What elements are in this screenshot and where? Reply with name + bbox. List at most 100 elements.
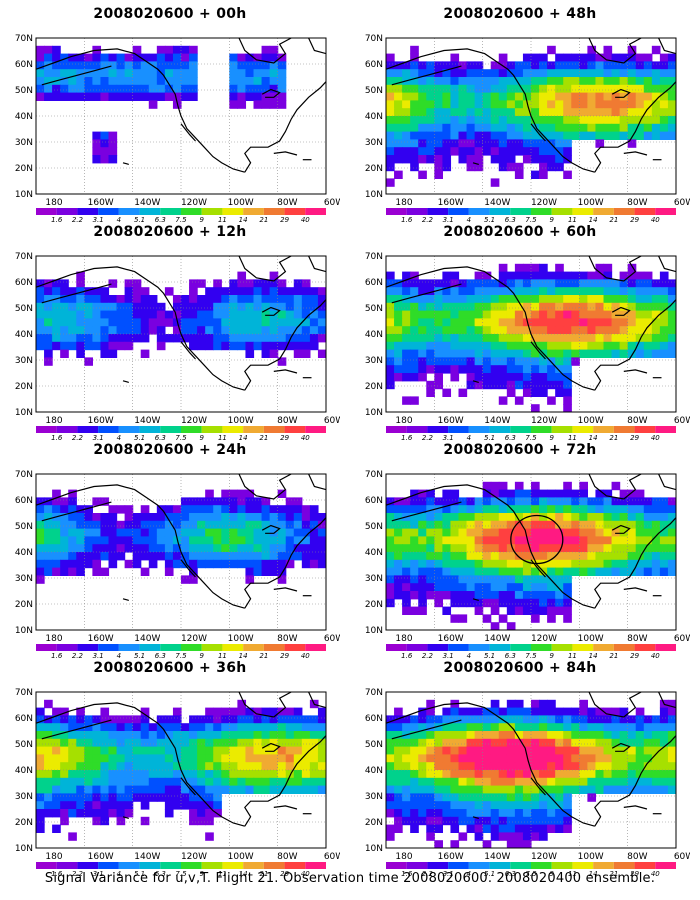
lat-tick-label: 50N <box>15 86 33 96</box>
colorbar-swatch <box>386 208 407 215</box>
colorbar-swatch <box>118 644 140 651</box>
colorbar-swatch <box>263 644 285 651</box>
lon-tick-label: 160W <box>88 634 114 644</box>
lat-tick-label: 60N <box>15 60 33 70</box>
colorbar-label: 40 <box>651 216 660 224</box>
colorbar-swatch <box>160 426 181 433</box>
lat-tick-label: 20N <box>365 382 383 392</box>
lat-tick-label: 20N <box>365 600 383 610</box>
colorbar-label: 6.3 <box>505 216 516 224</box>
colorbar-label: 29 <box>630 870 639 878</box>
colorbar-label: 3.1 <box>443 652 454 660</box>
lon-tick-label: 120W <box>531 634 557 644</box>
colorbar-swatch <box>56 862 78 869</box>
colorbar-swatch <box>655 644 676 651</box>
map-panel: 2008020600 + 24h 70N 60N 50N 40N 30N 20N 10N 180… <box>0 442 340 660</box>
coastlines <box>386 256 676 391</box>
colorbar-label: 6.3 <box>155 216 166 224</box>
colorbar-swatch <box>634 208 656 215</box>
lon-tick-label: 180 <box>395 852 412 862</box>
map-plot: 70N 60N 50N 40N 30N 20N 10N 180 160W 140W 120W 100W… <box>15 470 340 660</box>
lat-tick-label: 20N <box>15 164 33 174</box>
map-plot: 70N 60N 50N 40N 30N 20N 10N 180 160W 140W 120W 100W… <box>15 252 340 442</box>
colorbar-label: 9 <box>549 216 554 224</box>
colorbar-label: 11 <box>218 216 227 224</box>
colorbar-swatch <box>98 426 119 433</box>
colorbar-label: 7.5 <box>175 434 187 442</box>
colorbar-label: 1.6 <box>51 652 63 660</box>
lon-tick-label: 80W <box>277 634 297 644</box>
colorbar-swatch <box>263 862 285 869</box>
coastlines <box>386 38 676 173</box>
colorbar-label: 5.1 <box>134 652 145 660</box>
lat-tick-label: 40N <box>15 548 33 558</box>
lon-tick-label: 180 <box>395 416 412 426</box>
lat-tick-label: 50N <box>15 740 33 750</box>
colorbar-label: 2.2 <box>72 652 84 660</box>
colorbar-label: 5.1 <box>484 652 495 660</box>
colorbar-swatch <box>160 862 181 869</box>
colorbar-swatch <box>593 644 614 651</box>
colorbar-label: 6.3 <box>155 870 166 878</box>
colorbar-label: 9 <box>199 216 204 224</box>
colorbar-swatch <box>98 208 119 215</box>
map-plot: 70N 60N 50N 40N 30N 20N 10N 180 160W 140W 120W 100W… <box>15 688 340 878</box>
colorbar-swatch <box>305 644 326 651</box>
lat-tick-label: 60N <box>15 714 33 724</box>
lon-tick-label: 140W <box>134 198 160 208</box>
lat-tick-label: 30N <box>365 138 383 148</box>
colorbar-swatch <box>448 862 469 869</box>
colorbar-swatch <box>118 862 140 869</box>
lat-tick-label: 70N <box>365 688 383 698</box>
lat-tick-label: 40N <box>15 330 33 340</box>
colorbar-swatch <box>427 862 449 869</box>
panel-title: 2008020600 + 72h <box>443 442 597 458</box>
colorbar-label: 21 <box>259 434 268 442</box>
colorbar-swatch <box>243 644 264 651</box>
colorbar-label: 7.5 <box>525 870 537 878</box>
lon-tick-label: 180 <box>45 198 62 208</box>
colorbar-swatch <box>181 426 202 433</box>
lon-tick-label: 120W <box>181 416 207 426</box>
lon-tick-label: 80W <box>627 198 647 208</box>
colorbar-label: 3.1 <box>93 216 104 224</box>
lat-tick-label: 50N <box>365 522 383 532</box>
lon-tick-label: 60W <box>674 634 690 644</box>
colorbar-label: 1.6 <box>401 870 413 878</box>
lat-tick-label: 50N <box>365 740 383 750</box>
colorbar-swatch <box>406 644 428 651</box>
colorbar-label: 14 <box>589 870 598 878</box>
lat-tick-label: 60N <box>15 496 33 506</box>
colorbar-swatch <box>531 862 552 869</box>
lat-tick-label: 70N <box>15 34 33 44</box>
lat-tick-label: 30N <box>15 356 33 366</box>
colorbar-label: 11 <box>568 216 577 224</box>
colorbar-swatch <box>181 862 202 869</box>
lon-tick-label: 100W <box>228 416 254 426</box>
colorbar-label: 40 <box>301 652 310 660</box>
colorbar-label: 9 <box>199 870 204 878</box>
variance-field <box>36 45 287 164</box>
lon-tick-label: 100W <box>228 852 254 862</box>
colorbar-label: 6.3 <box>155 652 166 660</box>
colorbar-swatch <box>305 426 326 433</box>
colorbar-swatch <box>448 644 469 651</box>
colorbar-label: 3.1 <box>443 434 454 442</box>
colorbar-label: 4 <box>117 434 121 442</box>
panel-title: 2008020600 + 36h <box>93 660 247 676</box>
map-gridlines <box>386 474 676 630</box>
colorbar-label: 29 <box>630 434 639 442</box>
colorbar-swatch <box>634 862 656 869</box>
colorbar-swatch <box>613 644 635 651</box>
coastlines <box>36 692 326 827</box>
colorbar-swatch <box>448 426 469 433</box>
colorbar-swatch <box>427 426 449 433</box>
colorbar-swatch <box>118 208 140 215</box>
variance-field <box>386 699 676 848</box>
panel-title: 2008020600 + 24h <box>93 442 247 458</box>
colorbar-swatch <box>160 644 181 651</box>
colorbar-swatch <box>222 862 244 869</box>
lon-tick-label: 100W <box>228 198 254 208</box>
colorbar-swatch <box>36 426 57 433</box>
colorbar-swatch <box>572 862 594 869</box>
